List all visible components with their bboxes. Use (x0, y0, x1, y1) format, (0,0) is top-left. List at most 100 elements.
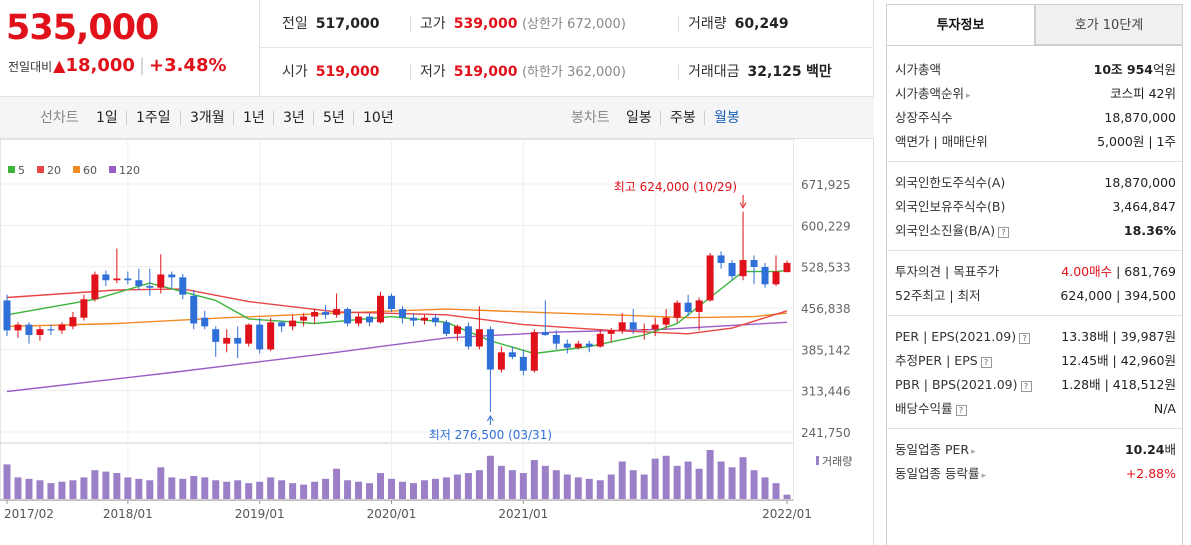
volume-bar (157, 467, 165, 499)
volume-bar (47, 483, 55, 499)
tab-order-book[interactable]: 호가 10단계 (1035, 4, 1183, 45)
candle (80, 299, 88, 318)
volume-bar (618, 461, 626, 499)
candle (717, 255, 725, 263)
volume-bar (662, 455, 670, 499)
change-amount: 18,000 (65, 55, 135, 76)
help-icon[interactable]: ? (955, 405, 967, 416)
candle (146, 285, 154, 288)
candle (322, 311, 330, 315)
volume-bar (311, 481, 319, 499)
y-tick-label: 241,750 (801, 426, 851, 440)
right-panel: 투자정보 호가 10단계 시가총액 10조 954억원 시가총액순위 ▸ 코스피 … (874, 0, 1191, 545)
volume-bar (256, 481, 264, 499)
help-icon[interactable]: ? (1019, 333, 1031, 344)
shares-row: 상장주식수 18,870,000 (895, 110, 1176, 125)
low-arrow-icon (486, 414, 494, 422)
candle (25, 324, 33, 336)
volume-bar (717, 461, 725, 499)
legend-swatch (8, 166, 15, 173)
volume-bar (695, 468, 703, 499)
candle (530, 332, 538, 371)
candle (3, 300, 11, 331)
candle (750, 260, 758, 267)
ma-line-5 (6, 269, 788, 355)
candle (388, 295, 396, 310)
tab-1day[interactable]: 1일 (96, 110, 118, 126)
candle (629, 322, 637, 330)
foreign-rate-row: 외국인소진율(B/A)? 18.36% (895, 223, 1176, 238)
tab-1year[interactable]: 1년 (243, 110, 265, 126)
chart-tab-bar: 선차트 1일 1주일 3개월 1년 3년 5년 10년 봉차트 일봉 주봉 월봉 (0, 97, 874, 139)
help-icon[interactable]: ? (980, 357, 992, 368)
volume-label: 거래량 (822, 455, 852, 468)
tab-3month[interactable]: 3개월 (190, 110, 225, 126)
arrow-right-icon: ▸ (966, 91, 971, 101)
chart-svg: 671,925 600,229 528,533 456,838 385,142 313,4… (0, 139, 852, 521)
candle (651, 324, 659, 330)
volume-bar (420, 480, 428, 499)
ma-line-60 (6, 308, 788, 328)
candle (607, 330, 615, 334)
legend-swatch (73, 166, 80, 173)
candle (212, 329, 220, 342)
change-percent: +3.48% (149, 55, 227, 76)
volume-bar (739, 457, 747, 499)
volume-bar (442, 477, 450, 499)
day-high: 고가 539,000 (상한가 672,000) (420, 16, 626, 32)
industry-change-row[interactable]: 동일업종 등락률 ▸ +2.88% (895, 466, 1176, 481)
candle (783, 262, 791, 273)
tab-5year[interactable]: 5년 (323, 110, 345, 126)
volume-bar (344, 480, 352, 499)
current-price: 535,000 (6, 8, 159, 48)
volume-bar (80, 477, 88, 499)
candle (366, 316, 374, 323)
tab-1week[interactable]: 1주일 (136, 110, 171, 126)
market-cap-rank-row[interactable]: 시가총액순위 ▸ 코스피 42위 (895, 86, 1176, 101)
volume-bar (234, 480, 242, 499)
tab-monthly[interactable]: 월봉 (714, 110, 740, 126)
candle (69, 317, 77, 327)
volume-bar (574, 477, 582, 499)
tab-daily[interactable]: 일봉 (626, 110, 652, 126)
candle (36, 329, 44, 336)
volume-bar (563, 474, 571, 499)
tab-weekly[interactable]: 주봉 (670, 110, 696, 126)
candle (662, 317, 670, 325)
x-tick-label: 2021/01 (498, 507, 548, 521)
market-cap-row: 시가총액 10조 954억원 (895, 62, 1176, 77)
volume-bar (91, 470, 99, 499)
volume-bar (651, 458, 659, 499)
candle (300, 316, 308, 321)
candle (706, 255, 714, 301)
volume-bar (409, 483, 417, 499)
prev-close: 전일 517,000 (282, 16, 380, 32)
arrow-right-icon: ▸ (971, 447, 976, 457)
volume-bar (640, 474, 648, 499)
open-price: 시가 519,000 (282, 64, 380, 80)
x-tick-label: 2020/01 (367, 507, 417, 521)
candle (267, 322, 275, 350)
volume-bar (728, 467, 736, 499)
tab-3year[interactable]: 3년 (283, 110, 305, 126)
volume-bar (212, 480, 220, 499)
y-tick-label: 671,925 (801, 178, 851, 192)
tab-10year[interactable]: 10년 (363, 110, 394, 126)
industry-per-row[interactable]: 동일업종 PER ▸ 10.24배 (895, 442, 1176, 457)
help-icon[interactable]: ? (998, 227, 1010, 238)
volume-bar (190, 475, 198, 499)
volume-bar (388, 478, 396, 499)
candle (497, 352, 505, 370)
x-tick-label: 2019/01 (235, 507, 285, 521)
y-tick-label: 313,446 (801, 385, 851, 399)
low-annotation: 최저 276,500 (03/31) (429, 428, 552, 442)
help-icon[interactable]: ? (1020, 381, 1032, 392)
volume-bar (629, 470, 637, 499)
candle (135, 280, 143, 286)
left-panel: 535,000 전일대비▲18,000 | +3.48% 전일 517,000 고가 5… (0, 0, 874, 545)
legend-swatch (109, 166, 116, 173)
volume-bar (706, 450, 714, 499)
foreign-limit-row: 외국인한도주식수(A) 18,870,000 (895, 175, 1176, 190)
tab-investment-info[interactable]: 투자정보 (886, 4, 1035, 45)
per-eps-row: PER | EPS(2021.09)? 13.38배 | 39,987원 (895, 329, 1176, 344)
